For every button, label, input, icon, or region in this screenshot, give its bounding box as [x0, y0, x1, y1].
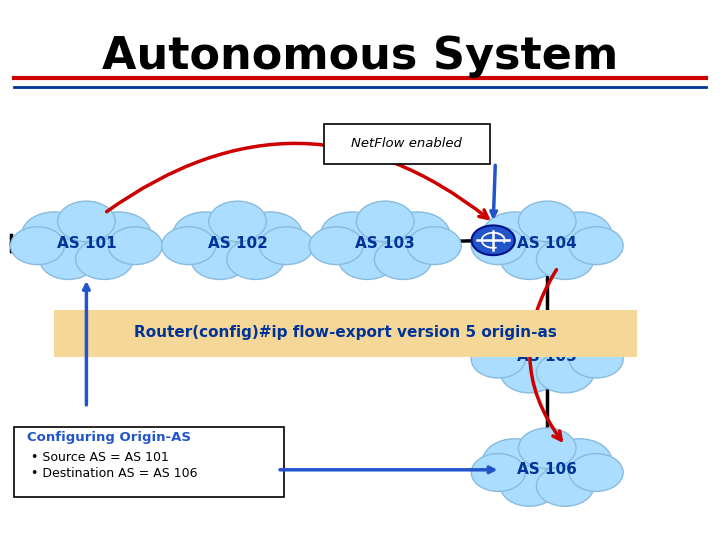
Ellipse shape — [547, 325, 612, 372]
Text: Configuring Origin-AS: Configuring Origin-AS — [27, 431, 191, 444]
Ellipse shape — [320, 212, 385, 258]
Text: AS 103: AS 103 — [356, 235, 415, 251]
Ellipse shape — [570, 227, 624, 265]
Ellipse shape — [385, 212, 450, 258]
Ellipse shape — [500, 465, 558, 507]
Ellipse shape — [518, 201, 576, 241]
Ellipse shape — [570, 340, 624, 378]
FancyArrowPatch shape — [107, 144, 488, 218]
Text: AS 101: AS 101 — [57, 235, 116, 251]
Ellipse shape — [238, 212, 302, 258]
FancyBboxPatch shape — [14, 427, 284, 497]
Ellipse shape — [198, 216, 277, 270]
Ellipse shape — [482, 438, 547, 485]
FancyBboxPatch shape — [54, 310, 637, 357]
Ellipse shape — [536, 239, 594, 280]
Ellipse shape — [547, 212, 612, 258]
Ellipse shape — [508, 216, 587, 270]
Text: AS 105: AS 105 — [518, 349, 577, 364]
Ellipse shape — [10, 227, 65, 265]
Ellipse shape — [40, 239, 97, 280]
Ellipse shape — [22, 212, 86, 258]
Ellipse shape — [209, 201, 266, 241]
Ellipse shape — [536, 352, 594, 393]
Ellipse shape — [508, 443, 587, 497]
Ellipse shape — [472, 225, 515, 255]
FancyBboxPatch shape — [324, 124, 490, 164]
Ellipse shape — [408, 227, 461, 265]
Ellipse shape — [518, 314, 576, 355]
Ellipse shape — [471, 340, 526, 378]
Ellipse shape — [518, 428, 576, 468]
Ellipse shape — [346, 216, 425, 270]
Ellipse shape — [310, 227, 364, 265]
Ellipse shape — [536, 465, 594, 507]
Ellipse shape — [109, 227, 163, 265]
Ellipse shape — [260, 227, 314, 265]
Text: • Source AS = AS 101: • Source AS = AS 101 — [31, 451, 168, 464]
Ellipse shape — [58, 201, 115, 241]
Ellipse shape — [191, 239, 248, 280]
Ellipse shape — [162, 227, 216, 265]
Ellipse shape — [482, 325, 547, 372]
Text: NetFlow enabled: NetFlow enabled — [351, 137, 462, 150]
Ellipse shape — [500, 352, 558, 393]
Ellipse shape — [356, 201, 414, 241]
Ellipse shape — [482, 212, 547, 258]
FancyArrowPatch shape — [530, 269, 561, 440]
Ellipse shape — [86, 212, 151, 258]
Text: AS 102: AS 102 — [207, 235, 268, 251]
Ellipse shape — [547, 438, 612, 485]
Ellipse shape — [374, 239, 432, 280]
Text: AS 104: AS 104 — [518, 235, 577, 251]
Ellipse shape — [227, 239, 284, 280]
Ellipse shape — [508, 329, 587, 383]
Ellipse shape — [338, 239, 396, 280]
Ellipse shape — [500, 239, 558, 280]
Ellipse shape — [173, 212, 238, 258]
Text: Autonomous System: Autonomous System — [102, 35, 618, 78]
Ellipse shape — [570, 454, 624, 491]
Ellipse shape — [76, 239, 133, 280]
Ellipse shape — [47, 216, 126, 270]
Text: • Destination AS = AS 106: • Destination AS = AS 106 — [31, 467, 197, 480]
Ellipse shape — [471, 227, 526, 265]
Text: Router(config)#ip flow-export version 5 origin-as: Router(config)#ip flow-export version 5 … — [134, 325, 557, 340]
Text: AS 106: AS 106 — [517, 462, 577, 477]
Ellipse shape — [471, 454, 526, 491]
